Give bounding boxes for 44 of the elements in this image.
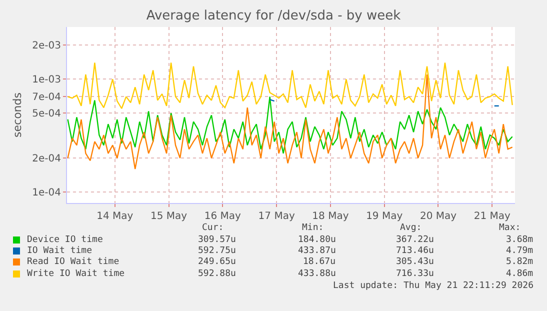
text: 18.67u	[303, 257, 336, 267]
text: 184.80u	[298, 235, 336, 245]
x-tick-label: 20 May	[420, 211, 457, 222]
y-tick-label: 2e-03	[32, 40, 61, 52]
x-tick-label: 16 May	[204, 211, 242, 222]
y-tick-label: 2e-04	[32, 154, 61, 165]
y-axis-title: seconds	[10, 92, 24, 138]
text: Max:	[499, 223, 521, 233]
text: 713.46u	[396, 246, 434, 256]
text: 367.22u	[396, 235, 434, 245]
x-tick-label: 18 May	[312, 211, 349, 222]
x-tick-label: 14 May	[96, 211, 134, 222]
text: 433.87u	[298, 246, 336, 256]
line-series	[67, 62, 513, 110]
line-series	[67, 96, 513, 154]
text: 433.88u	[298, 269, 336, 279]
text: Cur:	[202, 223, 224, 233]
y-tick-label: 5e-04	[32, 108, 61, 120]
legend-label: Read IO Wait time	[27, 257, 120, 267]
text: 5.82m	[506, 257, 534, 267]
chart-title: Average latency for /dev/sda - by week	[146, 8, 402, 24]
x-tick-label: 15 May	[150, 211, 188, 222]
text: Avg:	[400, 223, 422, 233]
text: 305.43u	[396, 257, 434, 267]
text: 309.57u	[198, 235, 236, 245]
x-tick-label: 17 May	[258, 211, 295, 222]
text: 716.33u	[396, 269, 434, 279]
y-tick-label: 1e-04	[32, 188, 61, 199]
x-tick-label: 21 May	[474, 211, 510, 222]
text: 249.65u	[198, 257, 236, 267]
text: 592.75u	[198, 246, 236, 256]
y-tick-label: 7e-04	[32, 92, 61, 104]
text: 4.79m	[506, 246, 534, 256]
text: 4.86m	[506, 269, 534, 279]
text: 592.88u	[198, 269, 236, 279]
text: Min:	[302, 223, 324, 233]
legend-label: IO Wait time	[27, 246, 92, 256]
legend-label: Device IO time	[27, 235, 103, 245]
y-tick-label: 1e-03	[32, 74, 61, 86]
text: Last update: Thu May 21 22:11:29 2026	[333, 281, 534, 291]
legend-label: Write IO Wait time	[27, 269, 125, 279]
line-series	[67, 74, 513, 170]
x-tick-label: 19 May	[366, 211, 403, 222]
text: 3.68m	[506, 235, 534, 245]
